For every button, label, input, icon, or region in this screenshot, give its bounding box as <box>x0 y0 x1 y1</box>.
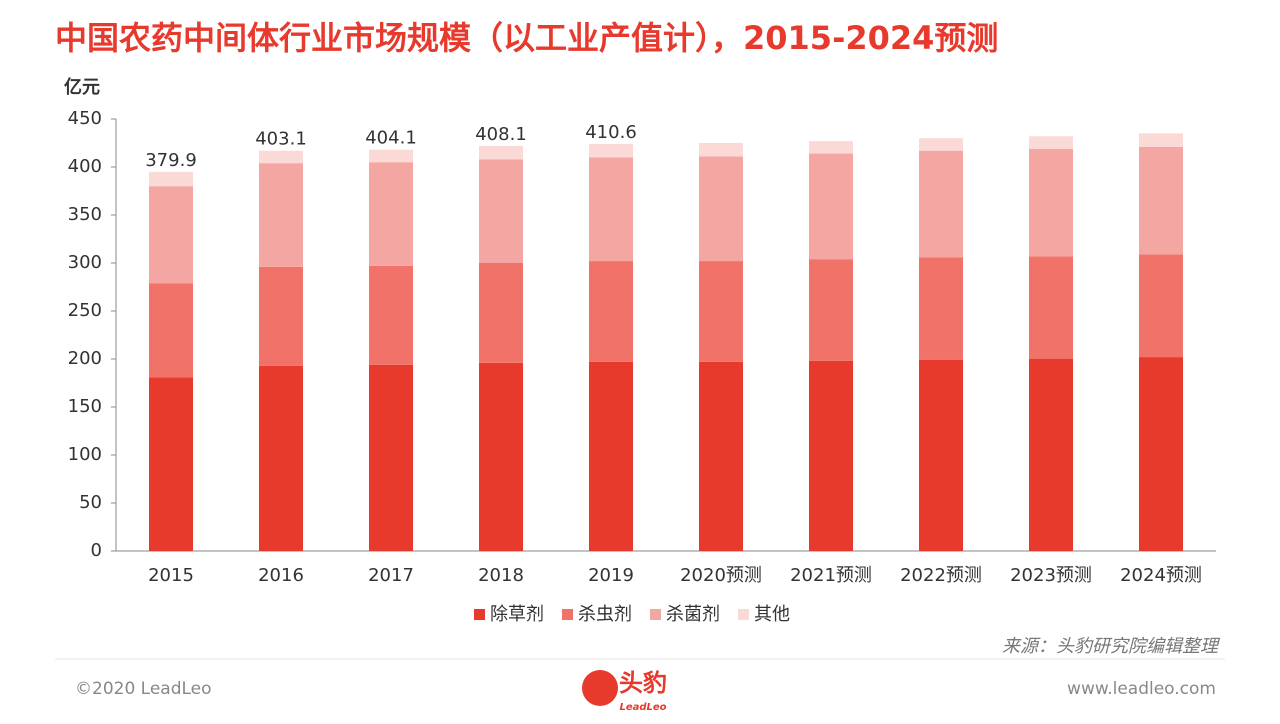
legend-swatch <box>474 609 485 620</box>
bar-segment <box>259 150 303 164</box>
legend-swatch <box>650 609 661 620</box>
bar-segment <box>809 141 853 154</box>
bar-segment <box>149 171 193 187</box>
y-tick-label: 250 <box>68 300 102 321</box>
bar-segment <box>1139 254 1183 358</box>
y-tick-label: 300 <box>68 252 102 273</box>
total-label: 379.9 <box>145 150 197 171</box>
bar-segment <box>919 150 963 258</box>
logo-icon <box>582 670 618 706</box>
logo-text: 头豹 <box>619 669 667 697</box>
bar-segment <box>809 259 853 361</box>
legend-label: 除草剂 <box>490 604 544 625</box>
bar-segment <box>149 377 193 551</box>
bar-segment <box>589 143 633 158</box>
legend-label: 杀虫剂 <box>578 604 632 625</box>
x-tick-label: 2023预测 <box>1010 565 1092 586</box>
y-tick-label: 100 <box>68 444 102 465</box>
source: 来源：头豹研究院编辑整理 <box>1002 636 1221 657</box>
bar-segment <box>919 138 963 151</box>
bar-segment <box>589 361 633 551</box>
y-unit: 亿元 <box>64 76 100 98</box>
bar-segment <box>1029 359 1073 551</box>
bar-segment <box>369 162 413 266</box>
x-tick-label: 2016 <box>258 565 304 586</box>
bar-segment <box>1139 357 1183 551</box>
x-tick-label: 2024预测 <box>1120 565 1202 586</box>
x-tick-label: 2018 <box>478 565 524 586</box>
bar-segment <box>1139 133 1183 147</box>
legend-swatch <box>562 609 573 620</box>
y-tick-label: 150 <box>68 396 102 417</box>
bar-segment <box>149 186 193 284</box>
bar-segment <box>809 153 853 260</box>
total-label: 404.1 <box>365 128 417 149</box>
bar-segment <box>699 156 743 262</box>
x-tick-label: 2022预测 <box>900 565 982 586</box>
y-tick-label: 50 <box>79 492 102 513</box>
legend-label: 杀菌剂 <box>666 604 720 625</box>
y-tick-label: 350 <box>68 204 102 225</box>
x-tick-label: 2020预测 <box>680 565 762 586</box>
bar-segment <box>699 261 743 362</box>
y-tick-label: 450 <box>68 108 102 129</box>
bar-segment <box>369 265 413 365</box>
bar-segment <box>589 261 633 362</box>
bar-segment <box>1029 148 1073 257</box>
bar-segment <box>919 257 963 360</box>
bar-segment <box>699 361 743 551</box>
bar-segment <box>1139 146 1183 255</box>
x-tick-label: 2015 <box>148 565 194 586</box>
bar-segment <box>149 283 193 378</box>
website: www.leadleo.com <box>1067 679 1216 699</box>
bar-segment <box>1029 256 1073 359</box>
bar-segment <box>919 359 963 551</box>
bar-segment <box>479 263 523 363</box>
bar-segment <box>369 149 413 163</box>
y-tick-label: 0 <box>91 540 102 561</box>
bar-segment <box>479 145 523 160</box>
copyright: ©2020 LeadLeo <box>75 679 212 699</box>
logo-sub: LeadLeo <box>619 702 666 713</box>
y-tick-label: 400 <box>68 156 102 177</box>
bar-segment <box>369 364 413 551</box>
bar-segment <box>479 362 523 551</box>
x-tick-label: 2019 <box>588 565 634 586</box>
total-label: 403.1 <box>255 129 307 150</box>
total-label: 408.1 <box>475 124 527 145</box>
total-label: 410.6 <box>585 122 637 143</box>
bar-segment <box>1029 136 1073 149</box>
bar-segment <box>259 365 303 551</box>
y-tick-label: 200 <box>68 348 102 369</box>
x-tick-label: 2017 <box>368 565 414 586</box>
bar-segment <box>259 266 303 366</box>
chart-title: 中国农药中间体行业市场规模（以工业产值计），2015-2024预测 <box>55 19 998 57</box>
legend-label: 其他 <box>754 604 790 625</box>
bar-segment <box>479 159 523 263</box>
bar-segment <box>699 143 743 157</box>
bar-segment <box>589 157 633 262</box>
bar-segment <box>259 163 303 267</box>
x-tick-label: 2021预测 <box>790 565 872 586</box>
legend-swatch <box>738 609 749 620</box>
bar-segment <box>809 360 853 551</box>
